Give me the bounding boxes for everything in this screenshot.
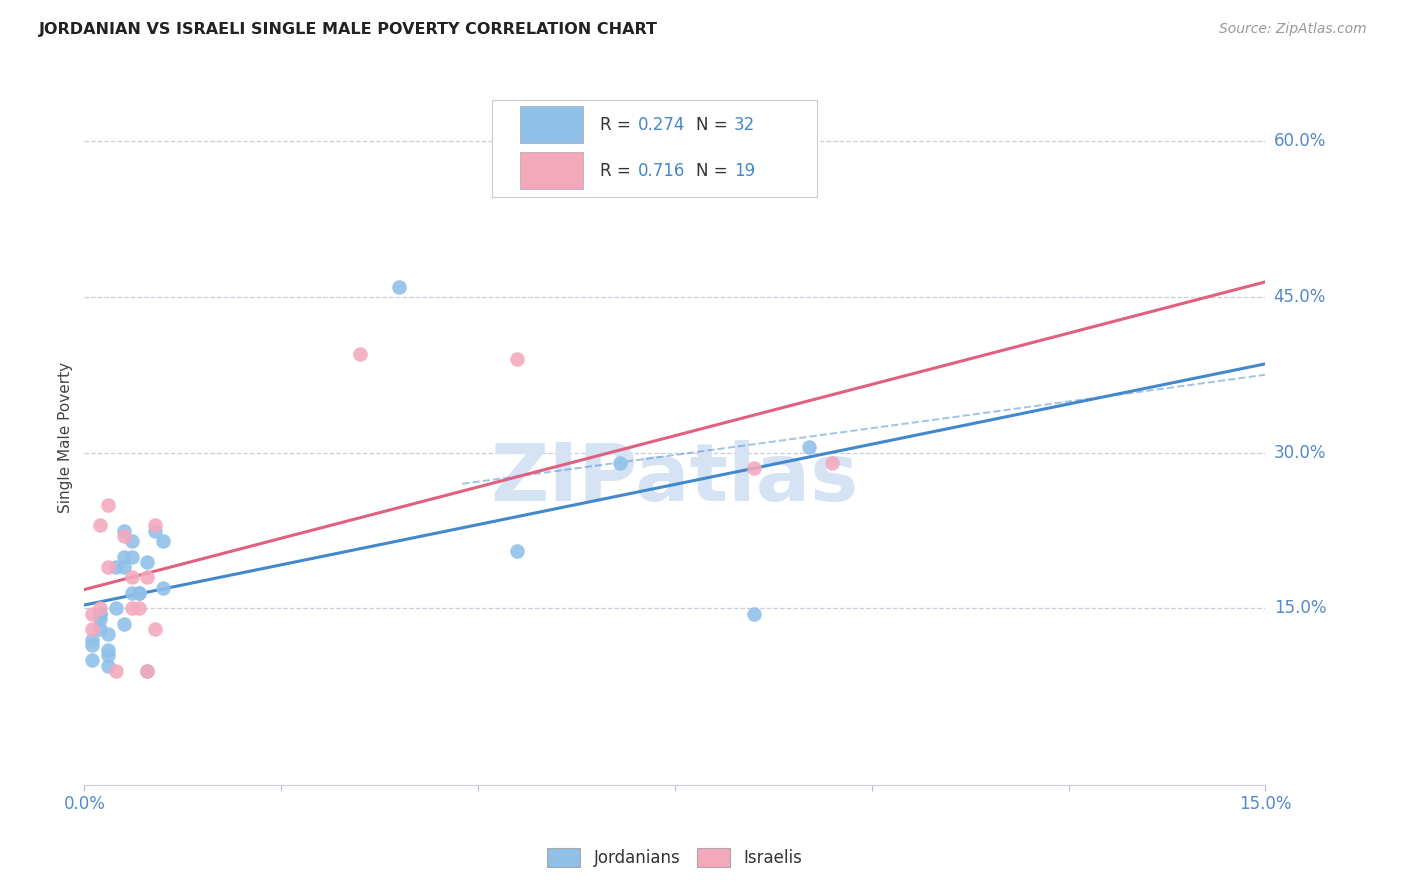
Point	[128, 601, 150, 615]
Point	[89, 607, 111, 621]
Point	[82, 653, 104, 667]
Point	[742, 607, 765, 621]
Point	[136, 664, 159, 678]
Text: 60.0%: 60.0%	[1274, 132, 1326, 150]
Point	[112, 524, 135, 538]
Text: R =: R =	[600, 161, 636, 179]
Point	[136, 570, 159, 584]
Text: Source: ZipAtlas.com: Source: ZipAtlas.com	[1219, 22, 1367, 37]
Point	[97, 643, 120, 657]
Point	[143, 524, 166, 538]
Point	[128, 586, 150, 600]
Point	[128, 586, 150, 600]
Point	[104, 664, 127, 678]
Point	[112, 529, 135, 543]
Point	[82, 622, 104, 636]
Text: N =: N =	[696, 161, 733, 179]
Point	[152, 581, 174, 595]
Text: N =: N =	[696, 116, 733, 134]
Point	[89, 607, 111, 621]
Point	[89, 601, 111, 615]
Point	[136, 664, 159, 678]
Point	[97, 627, 120, 641]
Point	[112, 549, 135, 564]
Point	[821, 456, 844, 470]
Point	[388, 279, 411, 293]
Point	[742, 461, 765, 475]
Point	[121, 533, 143, 548]
Point	[136, 555, 159, 569]
Text: 32: 32	[734, 116, 755, 134]
Point	[82, 607, 104, 621]
Point	[89, 518, 111, 533]
Point	[121, 570, 143, 584]
Point	[89, 622, 111, 636]
Text: JORDANIAN VS ISRAELI SINGLE MALE POVERTY CORRELATION CHART: JORDANIAN VS ISRAELI SINGLE MALE POVERTY…	[39, 22, 658, 37]
Point	[82, 632, 104, 647]
Text: 30.0%: 30.0%	[1274, 443, 1326, 462]
Point	[104, 560, 127, 574]
Y-axis label: Single Male Poverty: Single Male Poverty	[58, 361, 73, 513]
Text: R =: R =	[600, 116, 636, 134]
Text: ZIPatlas: ZIPatlas	[491, 440, 859, 518]
Point	[89, 612, 111, 626]
Point	[797, 441, 820, 455]
Point	[82, 638, 104, 652]
Point	[609, 456, 631, 470]
Point	[112, 617, 135, 632]
Point	[97, 658, 120, 673]
Point	[506, 544, 529, 558]
Point	[97, 498, 120, 512]
Point	[143, 622, 166, 636]
Point	[104, 601, 127, 615]
Point	[143, 518, 166, 533]
Point	[152, 533, 174, 548]
Point	[121, 549, 143, 564]
Text: 0.274: 0.274	[638, 116, 685, 134]
Point	[97, 648, 120, 662]
Text: 15.0%: 15.0%	[1274, 599, 1326, 617]
Point	[121, 586, 143, 600]
Legend: Jordanians, Israelis: Jordanians, Israelis	[540, 841, 810, 874]
Text: 19: 19	[734, 161, 755, 179]
Text: 0.716: 0.716	[638, 161, 685, 179]
Point	[97, 560, 120, 574]
Text: 45.0%: 45.0%	[1274, 288, 1326, 306]
Point	[506, 352, 529, 367]
Point	[349, 347, 371, 361]
Point	[112, 560, 135, 574]
Point	[121, 601, 143, 615]
